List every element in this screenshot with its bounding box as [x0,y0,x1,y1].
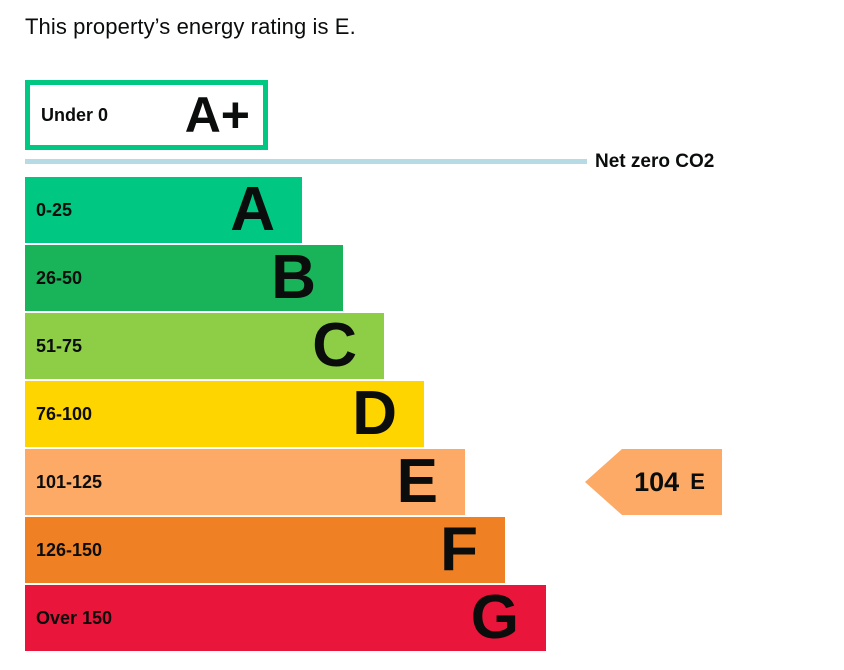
band-f: 126-150 F [25,517,505,583]
band-f-letter: F [440,515,478,584]
net-zero-line [25,159,587,164]
net-zero-label: Net zero CO2 [595,151,715,172]
band-row-b: 26-50 B [25,245,844,311]
band-a-plus: Under 0 A+ [25,80,268,150]
band-f-range-label: 126-150 [36,539,103,560]
band-b-range-label: 26-50 [36,267,83,288]
band-row-f: 126-150 F [25,517,844,583]
band-g-letter: G [470,583,519,652]
band-g-range-label: Over 150 [36,607,113,628]
band-row-c: 51-75 C [25,313,844,379]
page-title: This property’s energy rating is E. [25,14,356,39]
band-e-letter: E [396,447,438,516]
band-row-d: 76-100 D [25,381,844,447]
current-rating-letter: E [690,469,705,494]
band-a-plus-letter: A+ [184,87,250,143]
band-a-plus-range-label: Under 0 [41,104,109,125]
band-b: 26-50 B [25,245,343,311]
current-rating-arrow: 104 E [585,449,722,515]
band-c-range-label: 51-75 [36,335,83,356]
band-c: 51-75 C [25,313,384,379]
band-row-a: 0-25 A [25,177,844,243]
current-rating-value: 104 [634,466,680,497]
band-d-range-label: 76-100 [36,403,93,424]
band-row-g: Over 150 G [25,585,844,651]
band-a-range-label: 0-25 [36,199,73,220]
band-row-e: 101-125 E 104 E [25,449,844,515]
band-a-letter: A [230,175,275,244]
band-d-letter: D [352,379,397,448]
band-c-letter: C [312,311,357,380]
band-b-letter: B [271,243,316,312]
band-g: Over 150 G [25,585,546,651]
band-e-range-label: 101-125 [36,471,103,492]
band-a: 0-25 A [25,177,302,243]
band-e: 101-125 E [25,449,465,515]
rating-bands: 0-25 A 26-50 B 51-75 C 76-100 D [25,177,844,653]
net-zero-row: Net zero CO2 [25,152,714,171]
band-d: 76-100 D [25,381,424,447]
